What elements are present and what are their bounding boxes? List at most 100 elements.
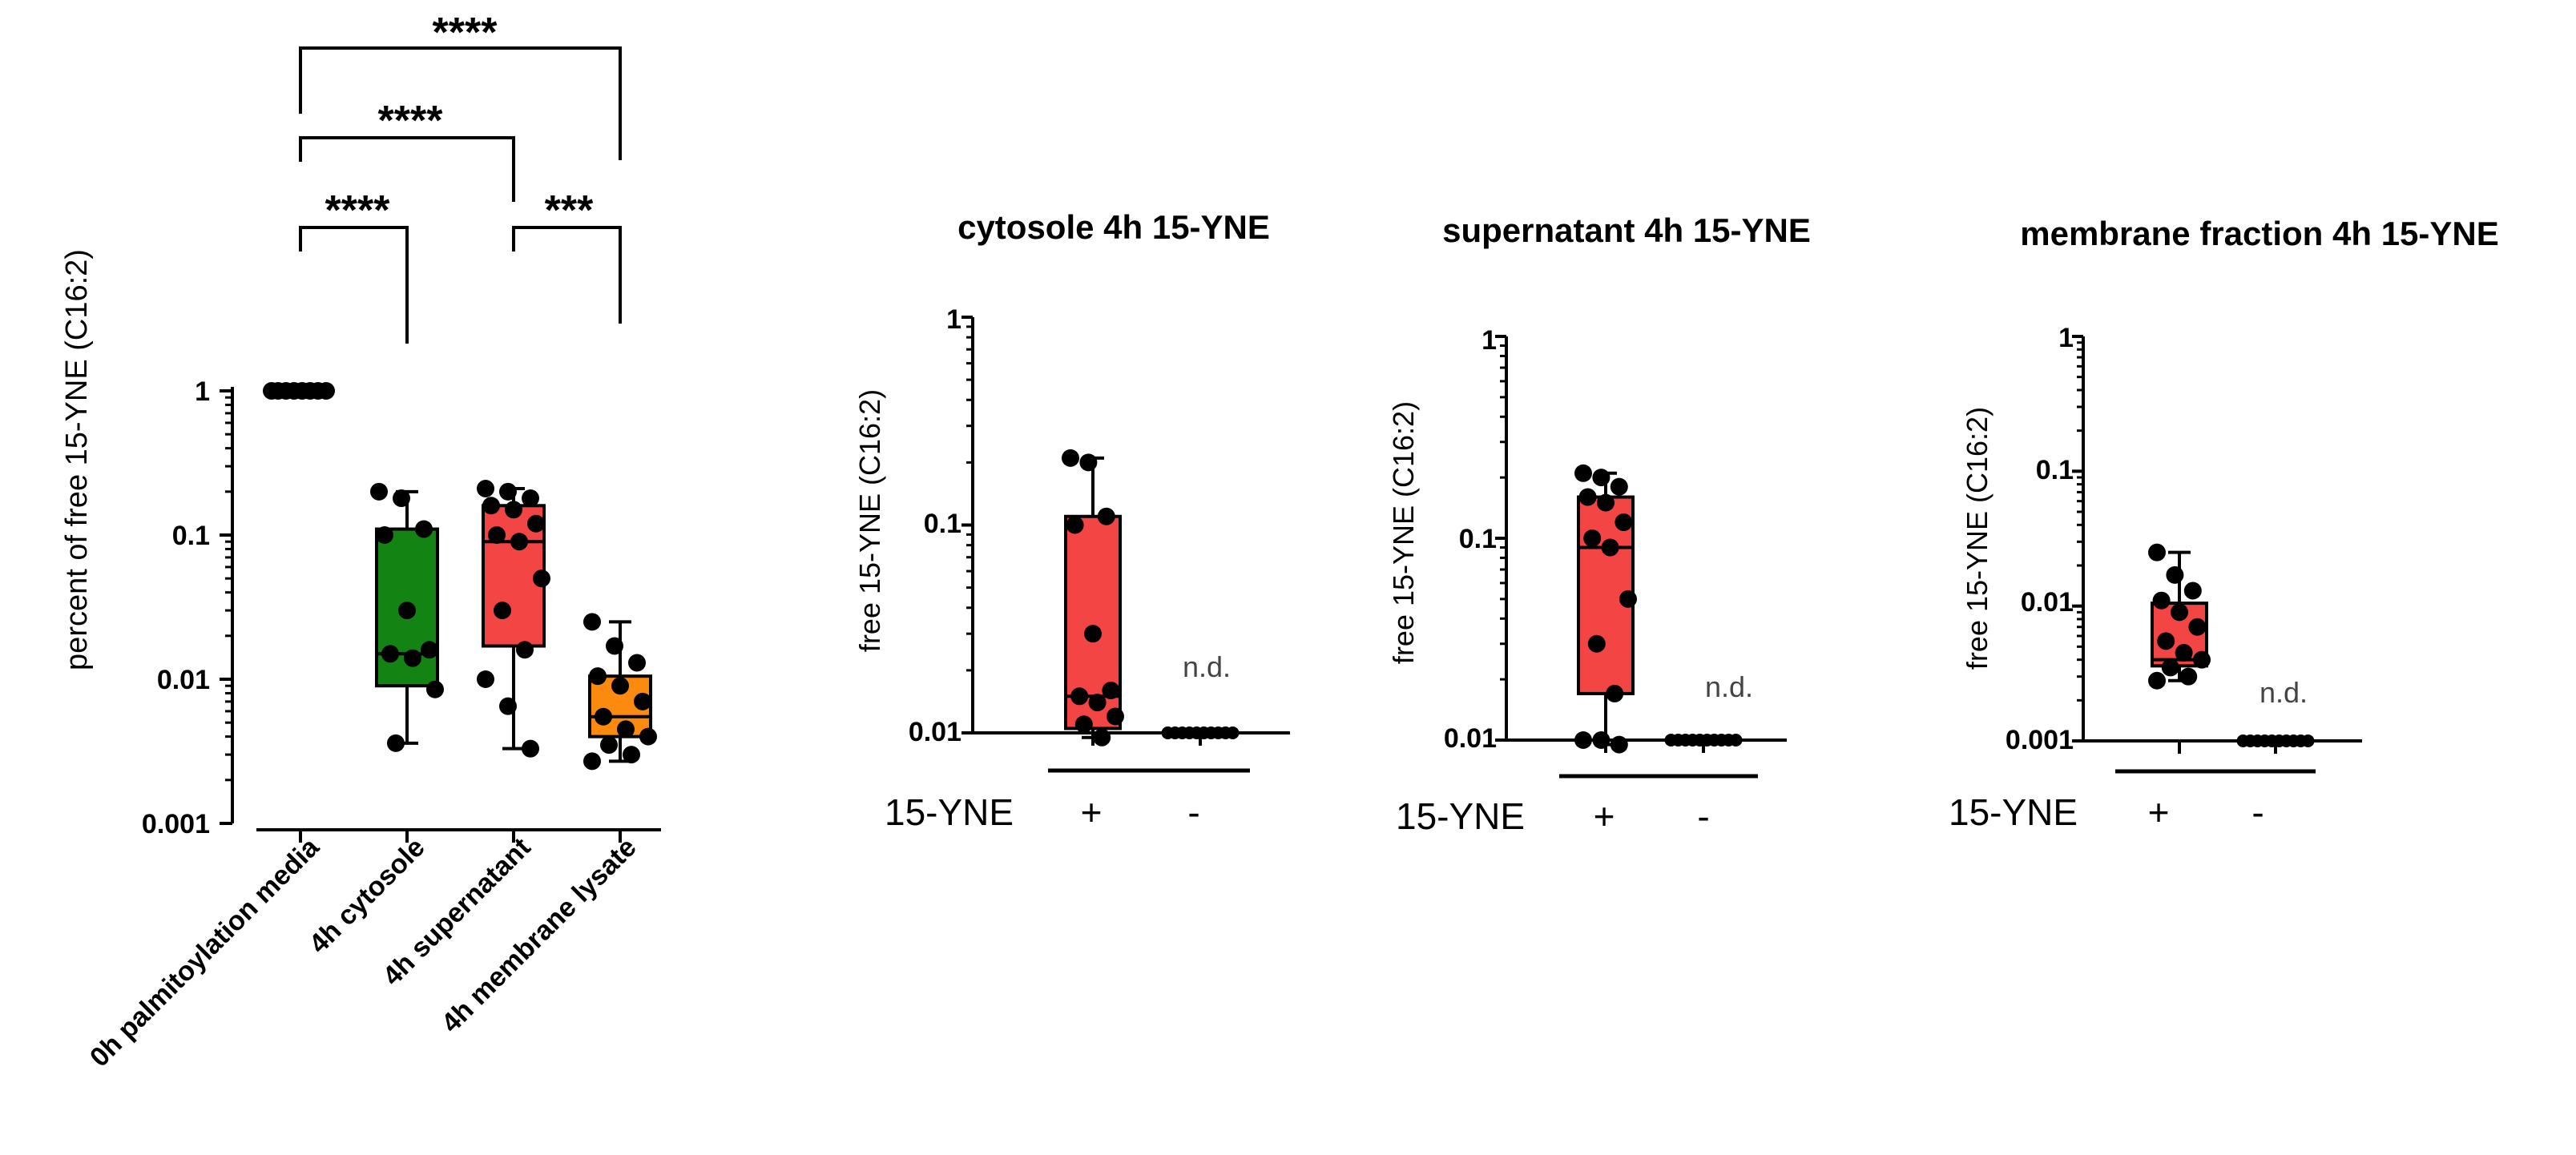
panel-b-plus-point — [1066, 516, 1084, 534]
panel-d-x-tick-plus: + — [2148, 791, 2170, 833]
panel-c-plus-point — [1619, 590, 1637, 608]
panel-a-significance-bracket — [299, 46, 622, 160]
panel-d-plus-point — [2171, 603, 2188, 622]
panel-d-y-axis-label: free 15-YNE (C16:2) — [1961, 407, 1993, 670]
panel-a-group-2-point — [426, 680, 444, 698]
panel-a-group-4-point — [639, 727, 657, 746]
panel-a-group-4-point — [595, 707, 612, 726]
panel-a-group-3-point — [494, 602, 511, 620]
panel-d-plus-point — [2193, 650, 2211, 669]
panel-a-group-2-point — [404, 649, 421, 667]
panel-c-plus-point — [1615, 513, 1633, 532]
panel-b-group-label: 15-YNE — [885, 791, 1014, 833]
panel-a-group-4-point — [611, 677, 629, 695]
panel-c-plus-point — [1606, 684, 1624, 702]
panel-d-group-label: 15-YNE — [1949, 791, 2078, 833]
panel-d-plus-point — [2175, 644, 2193, 662]
panel-b: cytosole 4h 15-YNE free 15-YNE (C16:2) 1… — [853, 208, 1270, 833]
panel-a-group-1-point — [263, 382, 280, 400]
panel-c-plus-point — [1574, 464, 1592, 482]
panel-a-group-1-point — [317, 382, 335, 400]
panel-a-group-2-point — [398, 602, 416, 620]
panel-d-plus-point — [2148, 671, 2166, 690]
panel-d-y-tick-label-4: 0.001 — [2006, 725, 2074, 755]
panel-c-plus-point — [1610, 735, 1628, 754]
panel-b-plus-point — [1093, 728, 1111, 747]
panel-a-group-4-point — [583, 752, 601, 771]
panel-d-plus-point — [2166, 565, 2184, 584]
panel-b-y-tick-label-3: 0.01 — [909, 717, 961, 747]
panel-c-minus-point — [1729, 734, 1743, 747]
panel-b-nd-label: n.d. — [1183, 650, 1231, 683]
panel-c-plus-point — [1597, 493, 1615, 512]
panel-c-plus-point — [1578, 488, 1597, 506]
panel-d-plus-point — [2161, 658, 2179, 677]
panel-a-y-tick-label-4: 0.001 — [142, 809, 210, 839]
panel-a-group-3-point — [505, 501, 522, 519]
panel-d-nd-label: n.d. — [2260, 676, 2308, 709]
panel-d-plus-point — [2179, 667, 2198, 686]
panel-b-plus-point — [1107, 707, 1124, 726]
panel-a-group-4-point — [583, 613, 601, 631]
panel-a-group-2-point — [370, 482, 388, 501]
panel-a-y-axis-label: percent of free 15-YNE (C16:2) — [60, 249, 94, 670]
panel-b-y-axis-label: free 15-YNE (C16:2) — [853, 389, 886, 652]
panel-a-y-tick-label-3: 0.01 — [157, 665, 210, 695]
panel-a-x-tick-label-4: 4h membrane lysate — [436, 832, 643, 1039]
panel-b-minus-point — [1226, 726, 1240, 739]
panel-c: supernatant 4h 15-YNE free 15-YNE (C16:2… — [1387, 211, 1811, 837]
panel-c-y-tick-label-1: 1 — [1482, 325, 1497, 356]
panel-b-plus-point — [1079, 453, 1098, 472]
panel-a-y-tick-label-1: 1 — [195, 376, 210, 407]
panel-a-group-4-point — [634, 692, 651, 710]
panel-b-y-tick-label-1: 1 — [946, 304, 961, 335]
panel-a: percent of free 15-YNE (C16:2) 1 0.1 0.0… — [60, 10, 643, 1073]
panel-c-title: supernatant 4h 15-YNE — [1442, 211, 1811, 249]
panel-d-y-tick-label-1: 1 — [2058, 323, 2074, 353]
panel-c-y-axis-label: free 15-YNE (C16:2) — [1387, 401, 1420, 664]
panel-d-y-tick-label-2: 0.1 — [2036, 455, 2074, 485]
panel-a-group-2-point — [415, 520, 433, 538]
panel-c-y-tick-label-2: 0.1 — [1459, 524, 1497, 554]
panel-b-plus-point — [1097, 507, 1115, 525]
panel-a-group-2-point — [376, 526, 393, 544]
panel-a-group-3-point — [527, 514, 545, 533]
panel-a-group-4-point — [589, 667, 607, 686]
panel-d-y-tick-label-3: 0.01 — [2021, 587, 2074, 618]
panel-a-y-tick-label-2: 0.1 — [172, 521, 210, 551]
panel-d-plus-point — [2148, 543, 2166, 561]
panel-b-title: cytosole 4h 15-YNE — [957, 208, 1270, 246]
panel-d-x-tick-minus: - — [2251, 791, 2264, 833]
panel-a-significance-bracket — [512, 226, 622, 324]
panel-c-nd-label: n.d. — [1705, 670, 1753, 703]
panel-a-group-3-point — [477, 670, 494, 688]
panel-a-group-4-point — [600, 736, 618, 755]
panel-a-group-2-point — [387, 734, 405, 752]
panel-a-group-3-point — [488, 526, 506, 544]
panel-c-x-tick-minus: - — [1697, 795, 1709, 837]
panel-b-x-tick-plus: + — [1081, 791, 1103, 833]
panel-c-plus-point — [1601, 538, 1619, 557]
panel-c-x-tick-plus: + — [1594, 795, 1615, 837]
panel-b-plus-point — [1088, 694, 1107, 712]
panel-b-plus-point — [1074, 715, 1093, 734]
panel-a-group-4-point — [617, 720, 635, 738]
panel-b-plus-point — [1084, 625, 1102, 643]
panel-a-group-3-point — [477, 480, 494, 498]
panel-a-significance-bracket — [299, 136, 515, 202]
panel-d-plus-point — [2157, 632, 2175, 650]
panel-a-group-3-point — [499, 482, 517, 501]
panel-c-plus-point — [1583, 529, 1602, 547]
panel-c-plus-point — [1592, 469, 1611, 487]
panel-a-group-3-point — [482, 497, 500, 515]
panel-a-group-3-point — [499, 697, 517, 715]
panel-a-group-3-point — [533, 569, 550, 588]
panel-a-group-4-point — [628, 654, 646, 672]
panel-b-plus-point — [1062, 449, 1079, 467]
panel-d: membrane fraction 4h 15-YNE free 15-YNE … — [1949, 215, 2499, 833]
panel-d-plus-point — [2152, 591, 2171, 610]
panel-b-x-tick-minus: - — [1187, 791, 1199, 833]
panel-a-significance-bracket — [299, 226, 409, 344]
panel-a-group-2-point — [393, 489, 410, 508]
panel-d-minus-point — [2301, 734, 2315, 747]
